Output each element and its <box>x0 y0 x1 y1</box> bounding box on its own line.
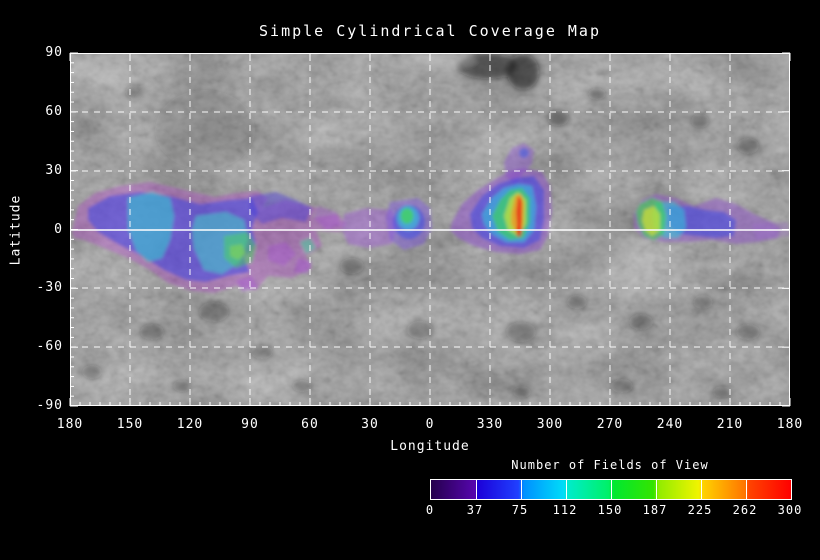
x-tick-270: 270 <box>596 417 624 432</box>
x-tick-330: 330 <box>476 417 504 432</box>
x-tick-90: 90 <box>241 417 259 432</box>
x-tick-150: 150 <box>116 417 144 432</box>
y-tick-60: 60 <box>45 104 63 119</box>
y-tick-90: 90 <box>45 45 63 60</box>
x-tick-0: 0 <box>425 417 435 432</box>
x-tick-240: 240 <box>656 417 684 432</box>
colorbar-tick-37: 37 <box>466 503 484 517</box>
colorbar-tick-112: 112 <box>552 503 578 517</box>
colorbar-divider <box>655 480 657 499</box>
colorbar-tick-150: 150 <box>597 503 623 517</box>
y-tick-m60: -60 <box>36 339 63 354</box>
colorbar-tick-75: 75 <box>511 503 529 517</box>
y-tick-30: 30 <box>45 163 63 178</box>
x-tick-300: 300 <box>536 417 564 432</box>
grid-lines <box>70 53 790 406</box>
plot-frame <box>70 53 790 406</box>
colorbar-divider <box>745 480 747 499</box>
colorbar-divider <box>700 480 702 499</box>
colorbar-divider <box>475 480 477 499</box>
colorbar-tick-187: 187 <box>642 503 668 517</box>
y-tick-m90: -90 <box>36 398 63 413</box>
x-tick-60: 60 <box>301 417 319 432</box>
colorbar <box>430 479 792 500</box>
colorbar-tick-262: 262 <box>732 503 758 517</box>
x-axis-label: Longitude <box>390 439 470 454</box>
y-tick-0: 0 <box>54 222 63 237</box>
y-tick-m30: -30 <box>36 280 63 295</box>
colorbar-tick-300: 300 <box>777 503 803 517</box>
colorbar-title: Number of Fields of View <box>511 458 709 472</box>
x-tick-120: 120 <box>176 417 204 432</box>
x-tick-180b: 180 <box>776 417 804 432</box>
x-tick-30: 30 <box>361 417 379 432</box>
colorbar-divider <box>565 480 567 499</box>
x-tick-210: 210 <box>716 417 744 432</box>
x-tick-180a: 180 <box>56 417 84 432</box>
coverage-region-west <box>72 182 346 293</box>
y-axis-label: Latitude <box>8 194 24 266</box>
page-title: Simple Cylindrical Coverage Map <box>259 22 601 40</box>
colorbar-divider <box>610 480 612 499</box>
colorbar-tick-0: 0 <box>425 503 435 517</box>
colorbar-divider <box>520 480 522 499</box>
colorbar-tick-225: 225 <box>687 503 713 517</box>
crater-features <box>72 53 772 398</box>
